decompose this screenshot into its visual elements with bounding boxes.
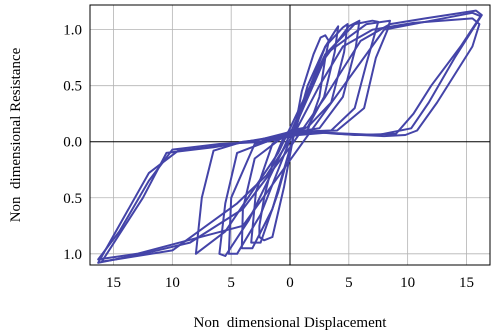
x-tick-label: 5: [227, 275, 235, 291]
x-tick-label: 10: [165, 275, 180, 291]
hysteresis-loop-6: [194, 19, 391, 255]
y-tick-label: 0.5: [63, 191, 82, 207]
x-axis-label: Non dimensional Displacement: [194, 315, 388, 331]
series-group: [97, 9, 483, 264]
y-tick-label: 1.0: [63, 23, 82, 39]
x-tick-label: 15: [459, 275, 474, 291]
hysteresis-loop-4: [227, 19, 361, 255]
hysteresis-loop-5: [218, 19, 380, 257]
plot-frame: [89, 4, 491, 266]
x-tick-label: 5: [345, 275, 353, 291]
x-tick-label: 0: [286, 275, 294, 291]
hysteresis-loop-9: [97, 9, 483, 264]
y-axis-label: Non dimensional Resistance: [8, 47, 24, 222]
hysteresis-loop-7: [97, 11, 482, 261]
y-tick-label: 1.0: [63, 247, 82, 263]
x-tick-label: 15: [106, 275, 121, 291]
y-tick-label: 0.5: [63, 79, 82, 95]
y-tick-label: 0.0: [63, 135, 82, 151]
tick-labels: 15 10 5 0 5 10 15 1.0 0.5 0.0 0.5 1.0: [63, 23, 474, 291]
x-tick-label: 10: [400, 275, 415, 291]
